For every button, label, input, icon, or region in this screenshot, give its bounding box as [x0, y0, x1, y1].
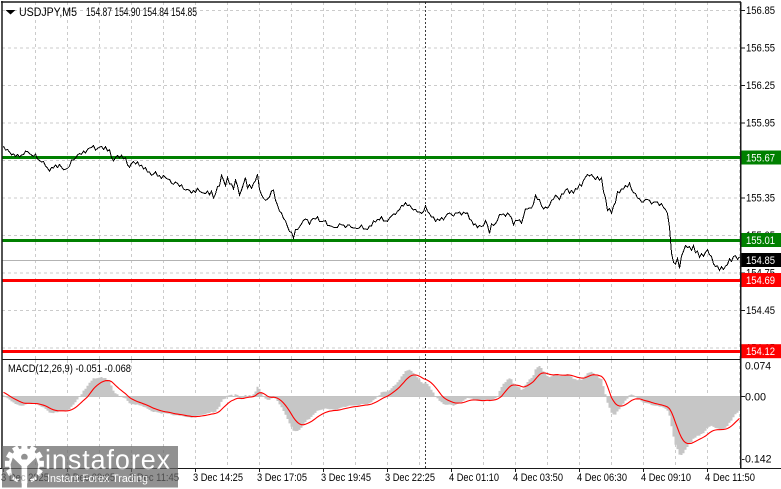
- svg-text:155.35: 155.35: [746, 193, 775, 205]
- svg-text:3 Dec 22:25: 3 Dec 22:25: [385, 472, 435, 484]
- svg-text:155.95: 155.95: [746, 118, 775, 130]
- svg-text:154.45: 154.45: [746, 305, 775, 317]
- svg-text:3 Dec 14:25: 3 Dec 14:25: [193, 472, 243, 484]
- svg-text:MACD(12,26,9) -0.051 -0.068: MACD(12,26,9) -0.051 -0.068: [8, 363, 131, 375]
- svg-text:4 Dec 01:10: 4 Dec 01:10: [449, 472, 499, 484]
- svg-text:4 Dec 03:50: 4 Dec 03:50: [513, 472, 563, 484]
- svg-text:155.01: 155.01: [746, 235, 775, 247]
- svg-text:USDJPY,M5: USDJPY,M5: [19, 7, 77, 19]
- svg-text:156.25: 156.25: [746, 80, 775, 92]
- svg-text:3 Dec 19:45: 3 Dec 19:45: [321, 472, 371, 484]
- svg-text:-0.142: -0.142: [742, 454, 772, 466]
- svg-text:154.69: 154.69: [746, 275, 775, 287]
- svg-text:3 Dec 17:05: 3 Dec 17:05: [257, 472, 307, 484]
- svg-text:instaforex: instaforex: [45, 444, 171, 475]
- svg-text:155.67: 155.67: [746, 153, 775, 165]
- svg-text:4 Dec 06:30: 4 Dec 06:30: [577, 472, 627, 484]
- svg-text:156.55: 156.55: [746, 43, 775, 55]
- svg-text:4 Dec 11:50: 4 Dec 11:50: [705, 472, 755, 484]
- svg-text:0.00: 0.00: [745, 392, 766, 404]
- svg-text:Instant Forex Trading: Instant Forex Trading: [47, 473, 148, 485]
- svg-text:154.12: 154.12: [746, 346, 775, 358]
- svg-text:156.85: 156.85: [746, 5, 775, 17]
- svg-text:0.074: 0.074: [745, 361, 771, 373]
- svg-text:154.85: 154.85: [746, 255, 775, 267]
- svg-text:4 Dec 09:10: 4 Dec 09:10: [641, 472, 691, 484]
- svg-text:154.87 154.90 154.84 154.85: 154.87 154.90 154.84 154.85: [86, 7, 197, 19]
